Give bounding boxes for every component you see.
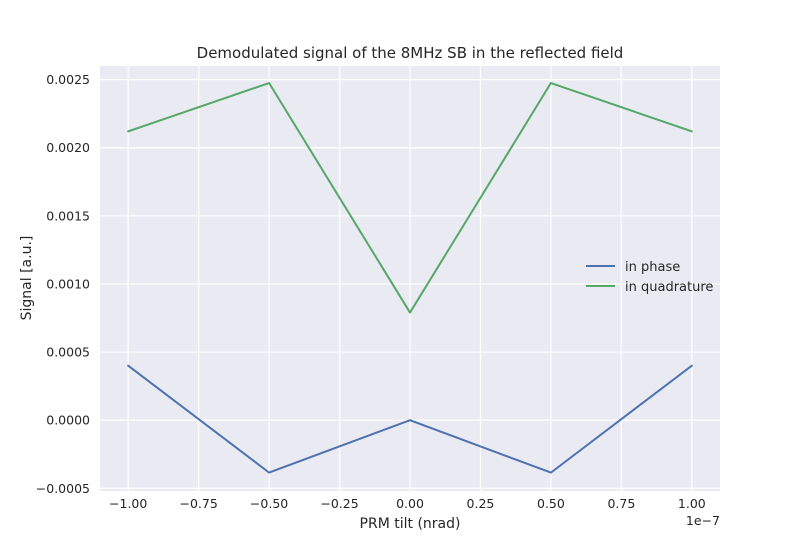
x-tick-label: −0.25 [320, 496, 358, 511]
y-axis-label: Signal [a.u.] [19, 236, 35, 321]
x-tick-label: −0.75 [179, 496, 217, 511]
y-tick-label: 0.0005 [46, 345, 90, 360]
x-tick-label: 1.00 [678, 496, 706, 511]
x-tick-label: 0.75 [607, 496, 635, 511]
x-tick-label: 0.00 [396, 496, 424, 511]
y-tick-label: 0.0000 [46, 413, 90, 428]
legend-label-in-phase: in phase [625, 260, 680, 275]
x-tick-label: −0.50 [250, 496, 288, 511]
legend-label-in-quadrature: in quadrature [625, 280, 713, 295]
legend: in phase in quadrature [586, 260, 713, 295]
x-tick-label: −1.00 [109, 496, 147, 511]
y-tick-label: 0.0010 [46, 276, 90, 291]
y-tick-label: 0.0025 [46, 72, 90, 87]
x-tick-label: 0.50 [537, 496, 565, 511]
series-lines [127, 82, 693, 474]
x-axis-label: PRM tilt (nrad) [360, 516, 461, 532]
chart-title: Demodulated signal of the 8MHz SB in the… [197, 44, 624, 62]
x-tick-labels: −1.00 −0.75 −0.50 −0.25 0.00 0.25 0.50 0.75 1.00 [109, 496, 706, 511]
y-tick-label: 0.0015 [46, 208, 90, 223]
x-tick-label: 0.25 [467, 496, 495, 511]
x-axis-offset-label: 1e−7 [686, 513, 720, 528]
y-tick-label: 0.0020 [46, 140, 90, 155]
y-tick-label: −0.0005 [36, 481, 90, 496]
y-tick-labels: −0.0005 0.0000 0.0005 0.0010 0.0015 0.0020 0.0… [36, 72, 90, 496]
